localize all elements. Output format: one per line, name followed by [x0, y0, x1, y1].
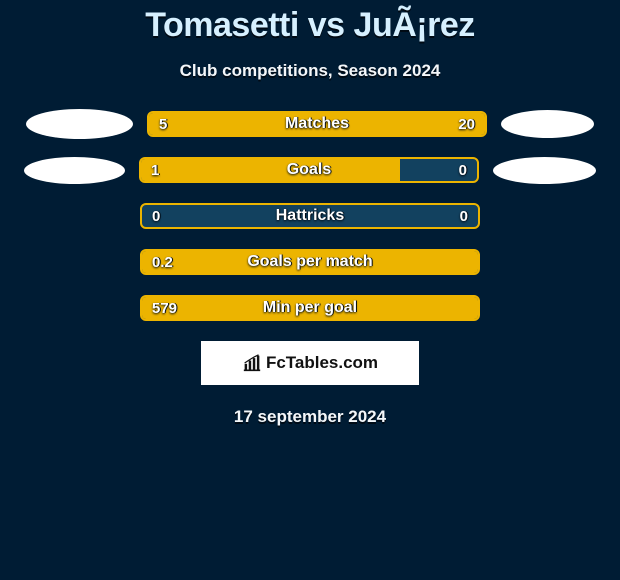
comparison-card: Tomasetti vs JuÃ¡rez Club competitions, … [0, 0, 620, 427]
player-shape-right [501, 110, 594, 138]
bar-chart-icon [242, 354, 262, 372]
player-shape-left [26, 109, 133, 139]
metric-label: Min per goal [142, 297, 478, 319]
metric-row: 0.2Goals per match [0, 249, 620, 275]
player-shape-right [493, 157, 596, 184]
metric-value-right: 0 [459, 159, 467, 181]
metric-label: Hattricks [142, 205, 478, 227]
metric-label: Goals per match [142, 251, 478, 273]
metric-bar: 5Matches20 [147, 111, 487, 137]
page-title: Tomasetti vs JuÃ¡rez [0, 6, 620, 45]
metric-bar: 579Min per goal [140, 295, 480, 321]
metric-bar: 0Hattricks0 [140, 203, 480, 229]
metric-label: Matches [149, 113, 485, 135]
metric-value-right: 20 [458, 113, 475, 135]
metric-label: Goals [141, 159, 477, 181]
player-shape-left [24, 157, 125, 184]
metrics-list: 5Matches201Goals00Hattricks00.2Goals per… [0, 111, 620, 321]
metric-bar: 1Goals0 [139, 157, 479, 183]
brand-badge[interactable]: FcTables.com [201, 341, 419, 385]
metric-row: 5Matches20 [0, 111, 620, 137]
metric-value-right: 0 [460, 205, 468, 227]
metric-row: 579Min per goal [0, 295, 620, 321]
subtitle: Club competitions, Season 2024 [0, 61, 620, 81]
brand-text: FcTables.com [266, 353, 378, 373]
metric-row: 0Hattricks0 [0, 203, 620, 229]
date-label: 17 september 2024 [0, 407, 620, 427]
metric-bar: 0.2Goals per match [140, 249, 480, 275]
metric-row: 1Goals0 [0, 157, 620, 183]
